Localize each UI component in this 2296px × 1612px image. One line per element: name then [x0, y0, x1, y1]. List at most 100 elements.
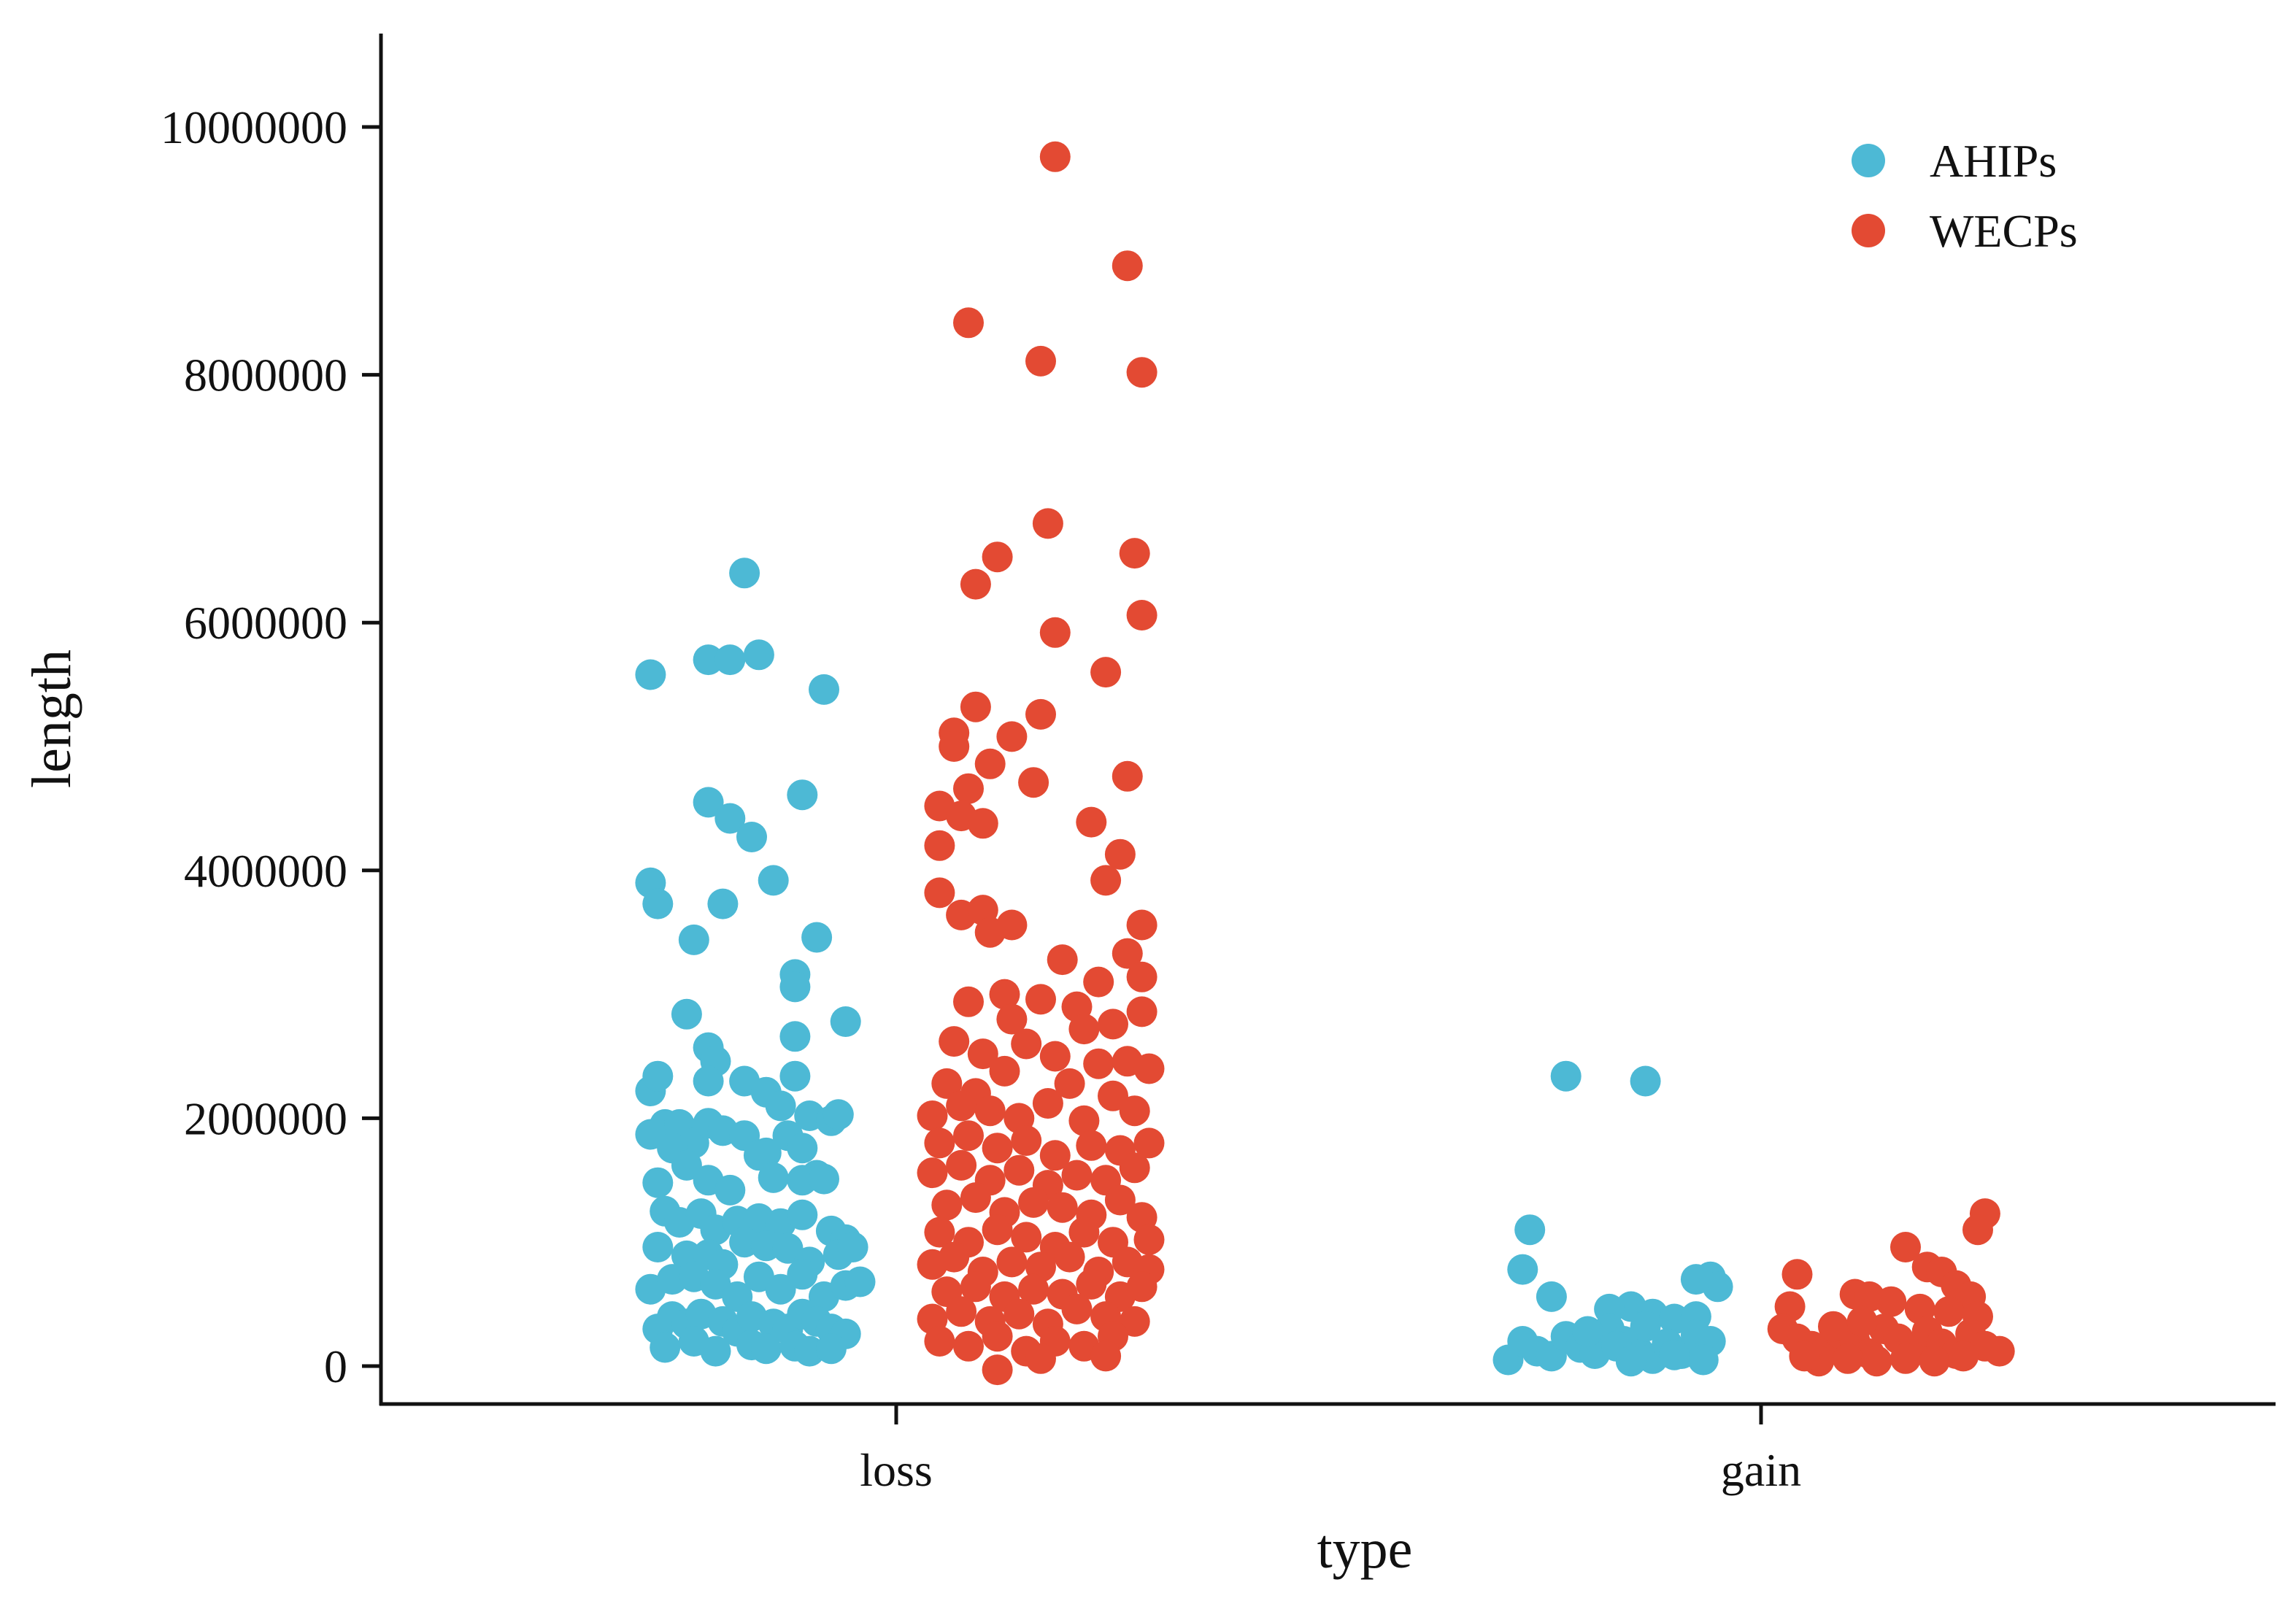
point-ahips-loss	[787, 1199, 818, 1230]
point-ahips-loss	[714, 803, 746, 834]
point-wecps-loss	[953, 1120, 984, 1152]
point-wecps-loss	[1112, 938, 1143, 969]
point-wecps-loss	[1032, 508, 1063, 539]
point-ahips-loss	[743, 639, 774, 671]
point-ahips-loss	[642, 888, 674, 919]
point-wecps-loss	[996, 721, 1028, 752]
point-wecps-loss	[1032, 1088, 1063, 1119]
point-ahips-gain	[1572, 1316, 1603, 1347]
y-tick-label: 8000000	[184, 350, 347, 401]
point-ahips-loss	[809, 1163, 839, 1195]
series-ahips	[635, 558, 1733, 1377]
point-wecps-gain	[1818, 1311, 1849, 1342]
point-ahips-loss	[714, 1174, 746, 1206]
point-wecps-loss	[1133, 1224, 1165, 1255]
point-wecps-loss	[1098, 1080, 1128, 1111]
point-ahips-loss	[787, 1133, 818, 1164]
point-wecps-gain	[1781, 1259, 1813, 1290]
point-wecps-loss	[1003, 1298, 1035, 1330]
point-ahips-loss	[650, 1332, 681, 1363]
point-wecps-loss	[1011, 1222, 1042, 1253]
point-ahips-loss	[758, 865, 789, 896]
point-wecps-loss	[1098, 1009, 1128, 1040]
y-axis-title: length	[21, 649, 82, 788]
point-ahips-gain	[1659, 1339, 1690, 1370]
point-wecps-loss	[1119, 1152, 1150, 1184]
point-ahips-gain	[1630, 1065, 1661, 1097]
point-ahips-loss	[779, 1060, 811, 1092]
point-ahips-loss	[837, 1232, 868, 1262]
point-ahips-loss	[693, 787, 724, 818]
point-wecps-loss	[1076, 1130, 1107, 1161]
point-wecps-loss	[989, 1055, 1020, 1087]
point-wecps-loss	[974, 1095, 1006, 1127]
point-wecps-loss	[1047, 944, 1078, 976]
point-wecps-loss	[1112, 760, 1143, 792]
point-wecps-loss	[1090, 1341, 1122, 1372]
point-wecps-gain	[1890, 1232, 1921, 1262]
point-wecps-loss	[1039, 141, 1071, 172]
point-wecps-loss	[1039, 1140, 1071, 1171]
legend-marker-wecps	[1852, 214, 1885, 247]
point-ahips-gain	[1615, 1346, 1646, 1377]
point-wecps-loss	[974, 748, 1006, 779]
point-wecps-loss	[1119, 1095, 1150, 1127]
point-wecps-loss	[1068, 1105, 1100, 1136]
series-wecps	[917, 141, 2015, 1386]
point-wecps-loss	[1126, 1271, 1157, 1303]
point-wecps-loss	[946, 1296, 977, 1327]
point-ahips-loss	[758, 1162, 789, 1193]
point-ahips-loss	[736, 822, 767, 852]
x-tick-label-gain: gain	[1721, 1444, 1801, 1496]
point-wecps-loss	[1025, 984, 1056, 1015]
point-ahips-loss	[787, 1259, 818, 1290]
y-axis-ticks: 0 2000000 4000000 6000000 8000000 10000000	[161, 101, 381, 1392]
point-wecps-loss	[917, 1157, 948, 1189]
point-wecps-loss	[1068, 1216, 1100, 1248]
point-ahips-loss	[830, 1006, 861, 1037]
point-wecps-loss	[1018, 1187, 1049, 1218]
y-tick-label: 0	[324, 1341, 347, 1392]
point-wecps-loss	[996, 1246, 1028, 1278]
point-wecps-loss	[1126, 996, 1157, 1027]
point-wecps-loss	[1054, 1241, 1085, 1273]
point-wecps-loss	[917, 1100, 948, 1131]
point-wecps-loss	[1126, 600, 1157, 630]
point-wecps-gain	[1789, 1341, 1820, 1372]
point-wecps-gain	[1919, 1346, 1950, 1377]
point-wecps-loss	[939, 731, 970, 762]
point-wecps-loss	[960, 1271, 991, 1303]
point-wecps-loss	[982, 1321, 1013, 1352]
point-ahips-loss	[743, 1140, 774, 1171]
point-ahips-loss	[779, 971, 811, 1003]
point-wecps-gain	[1984, 1335, 2015, 1367]
legend-marker-ahips	[1852, 144, 1885, 177]
point-wecps-loss	[974, 917, 1006, 948]
point-ahips-loss	[642, 1232, 674, 1262]
point-ahips-loss	[642, 1060, 674, 1092]
point-wecps-loss	[1003, 1154, 1035, 1186]
point-wecps-loss	[939, 1026, 970, 1057]
point-ahips-gain	[1536, 1281, 1567, 1312]
point-ahips-loss	[671, 998, 702, 1030]
point-ahips-loss	[801, 922, 833, 953]
point-wecps-loss	[1068, 1014, 1100, 1045]
point-ahips-loss	[765, 1090, 796, 1122]
point-wecps-loss	[1039, 617, 1071, 648]
point-wecps-gain	[1861, 1346, 1892, 1377]
point-wecps-loss	[946, 1149, 977, 1181]
point-wecps-loss	[989, 979, 1020, 1010]
point-wecps-loss	[1119, 1306, 1150, 1337]
point-wecps-loss	[924, 1216, 955, 1248]
point-wecps-loss	[1133, 1053, 1165, 1084]
point-ahips-loss	[765, 1273, 796, 1305]
point-wecps-gain	[1890, 1343, 1921, 1374]
point-ahips-loss	[635, 659, 666, 690]
point-wecps-loss	[924, 877, 955, 909]
point-wecps-gain	[1962, 1214, 1993, 1246]
point-wecps-loss	[1011, 1028, 1042, 1060]
point-wecps-loss	[1018, 1273, 1049, 1305]
point-wecps-loss	[1076, 806, 1107, 838]
point-wecps-loss	[1054, 1068, 1085, 1099]
